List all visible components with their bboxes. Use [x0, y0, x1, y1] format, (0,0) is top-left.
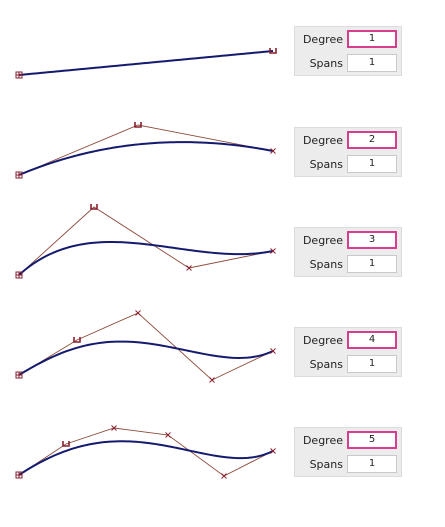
start-point-marker[interactable]: [15, 371, 23, 379]
degree-label: Degree: [302, 234, 343, 247]
spans-label: Spans: [309, 57, 343, 70]
spans-input[interactable]: 1: [347, 155, 397, 173]
degree-input[interactable]: 2: [347, 131, 397, 149]
degree-row: Degree 1: [295, 29, 401, 51]
spans-label: Spans: [309, 158, 343, 171]
curve-4: [15, 310, 276, 383]
start-point-marker[interactable]: [15, 171, 23, 179]
curve-1: [15, 48, 277, 79]
control-point-marker[interactable]: [165, 432, 171, 438]
curve-3: [15, 204, 276, 279]
control-polygon: [18, 427, 274, 477]
curve-canvas: [15, 48, 277, 479]
u-direction-marker[interactable]: [90, 204, 98, 210]
control-polygon: [18, 312, 274, 381]
spans-input[interactable]: 1: [347, 54, 397, 72]
u-direction-marker[interactable]: [134, 122, 142, 128]
degree-input[interactable]: 1: [347, 30, 397, 48]
degree-label: Degree: [302, 334, 343, 347]
curve-settings-panel-1: Degree 1 Spans 1: [294, 26, 402, 76]
degree-input[interactable]: 3: [347, 231, 397, 249]
bezier-curve: [18, 50, 274, 76]
control-point-marker[interactable]: [270, 248, 276, 254]
degree-row: Degree 3: [295, 230, 401, 252]
spans-input[interactable]: 1: [347, 455, 397, 473]
control-point-marker[interactable]: [135, 310, 141, 316]
control-point-marker[interactable]: [270, 148, 276, 154]
curve-2: [15, 122, 276, 179]
start-point-marker[interactable]: [15, 71, 23, 79]
degree-row: Degree 5: [295, 430, 401, 452]
degree-label: Degree: [302, 33, 343, 46]
curve-settings-panel-4: Degree 4 Spans 1: [294, 327, 402, 377]
control-point-marker[interactable]: [270, 448, 276, 454]
start-point-marker[interactable]: [15, 471, 23, 479]
spans-row: Spans 1: [295, 254, 401, 276]
curve-settings-panel-5: Degree 5 Spans 1: [294, 427, 402, 477]
degree-label: Degree: [302, 134, 343, 147]
curve-5: [15, 425, 276, 479]
u-direction-marker[interactable]: [269, 48, 277, 54]
control-point-marker[interactable]: [186, 265, 192, 271]
spans-row: Spans 1: [295, 354, 401, 376]
degree-row: Degree 2: [295, 130, 401, 152]
bezier-curve: [18, 141, 274, 176]
bezier-curve: [18, 440, 274, 476]
control-polygon: [18, 206, 274, 276]
spans-label: Spans: [309, 358, 343, 371]
curve-settings-panel-2: Degree 2 Spans 1: [294, 127, 402, 177]
spans-label: Spans: [309, 258, 343, 271]
curve-settings-panel-3: Degree 3 Spans 1: [294, 227, 402, 277]
start-point-marker[interactable]: [15, 271, 23, 279]
control-point-marker[interactable]: [221, 473, 227, 479]
u-direction-marker[interactable]: [62, 441, 70, 447]
degree-input[interactable]: 4: [347, 331, 397, 349]
u-direction-marker[interactable]: [73, 337, 81, 343]
bezier-curve: [18, 340, 274, 376]
control-polygon: [18, 124, 274, 176]
control-point-marker[interactable]: [270, 348, 276, 354]
spans-row: Spans 1: [295, 154, 401, 176]
bezier-curve: [18, 241, 274, 276]
degree-input[interactable]: 5: [347, 431, 397, 449]
degree-label: Degree: [302, 434, 343, 447]
spans-label: Spans: [309, 458, 343, 471]
spans-row: Spans 1: [295, 454, 401, 476]
spans-input[interactable]: 1: [347, 255, 397, 273]
spans-row: Spans 1: [295, 53, 401, 75]
control-point-marker[interactable]: [111, 425, 117, 431]
spans-input[interactable]: 1: [347, 355, 397, 373]
degree-row: Degree 4: [295, 330, 401, 352]
control-point-marker[interactable]: [209, 377, 215, 383]
